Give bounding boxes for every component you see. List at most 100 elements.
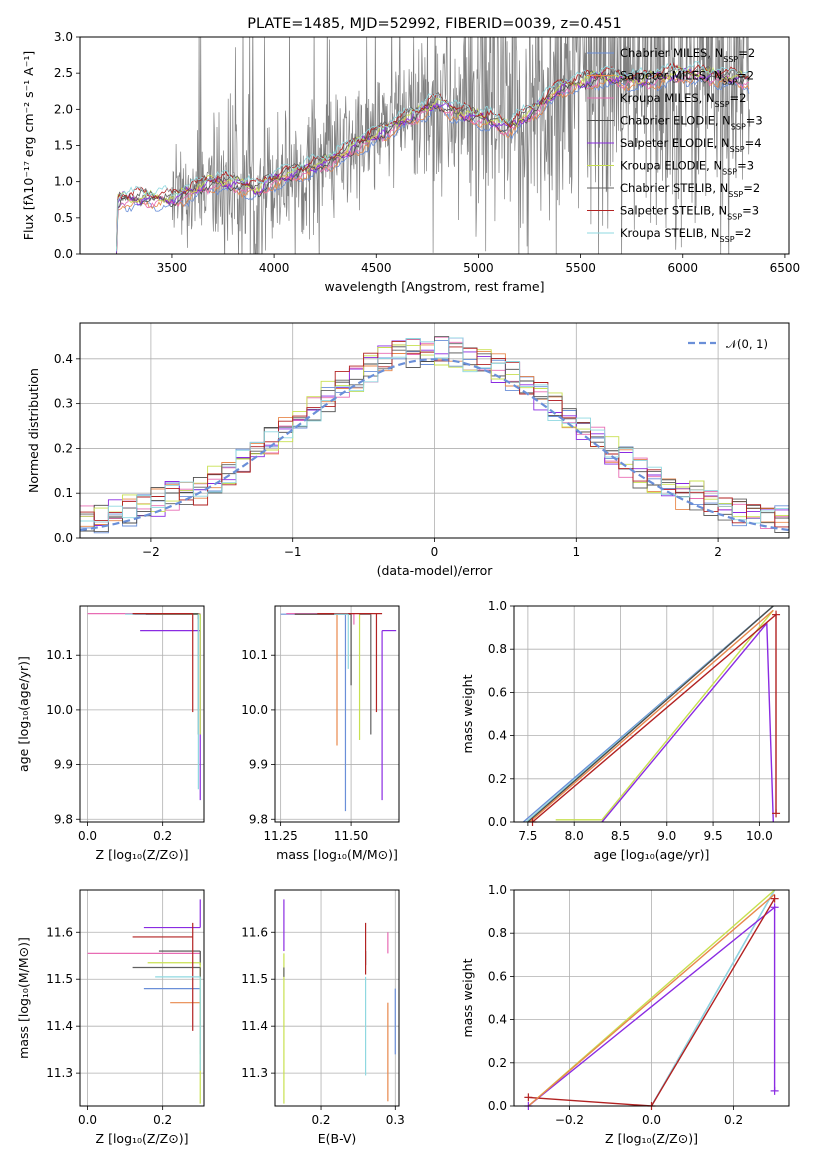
mass-weight-series-4 [601,621,774,822]
x-tick-label: 9.5 [704,829,723,843]
model-spectrum-0 [116,75,750,254]
gaussian-reference-curve [80,358,789,532]
y-tick-label: 11.5 [241,972,268,986]
y-axis-label: Flux [fλ10⁻¹⁷ erg cm⁻² s⁻¹ A⁻¹] [21,51,36,240]
chart-mass_vs_Z: 0.0 0.2 11.3 11.4 11.5 11.6 Z [log₁₀(Z/Z⊙)] mas… [16,889,205,1146]
y-tick-label: 1.0 [488,883,507,897]
x-tick-label: 11.50 [334,829,368,843]
y-tick-label: 0.0 [488,1099,507,1113]
mass-weight-series-5 [555,609,774,821]
y-tick-label: 1.5 [54,139,73,153]
x-axis-label: mass [log₁₀(M/M⊙)] [276,847,398,862]
x-tick-label: 5000 [463,261,494,275]
plot-area-mass_vs_Z [87,899,201,1104]
y-tick-label: 10.1 [241,648,268,662]
x-tick-label: 4500 [361,261,392,275]
y-tick-label: 0.0 [54,531,73,545]
y-tick-label: 10.0 [46,703,73,717]
y-tick-label: 11.4 [241,1019,268,1033]
chart-title: PLATE=1485, MJD=52992, FIBERID=0039, z=0… [247,16,621,32]
y-tick-label: 0.2 [54,441,73,455]
x-axis-label: (data-model)/error [377,563,494,578]
y-tick-label: 0.4 [488,1013,507,1027]
plot-area-residuals [80,336,789,534]
y-tick-label: 1.0 [54,175,73,189]
chart-weight_vs_age: 7.5 8.0 8.5 9.0 9.5 10.0 0.0 0.2 0.4 0.6 0.8 1.0 age… [460,599,790,862]
plot-area-weight_vs_age [522,606,777,822]
x-axis-label: Z [log₁₀(Z/Z⊙)] [96,847,189,862]
plot-area-age_vs_mass [280,613,397,812]
legend-entry: 𝒩(0, 1) [726,337,768,351]
chart-age_vs_mass: 11.25 11.50 9.8 9.9 10.0 10.1 mass [log₁₀(M/M⊙… [241,605,400,862]
x-tick-label: 0.0 [78,829,97,843]
x-tick-label: 0.2 [153,829,172,843]
x-tick-label: 10.0 [746,829,773,843]
legend-entry: Salpeter STELIB, NSSP=3 [620,204,759,222]
y-axis-label: age [log₁₀(age/yr)] [16,656,31,772]
y-tick-label: 0.3 [54,397,73,411]
plot-area-age_vs_Z [87,613,201,801]
y-tick-label: 10.1 [46,648,73,662]
y-tick-label: 9.9 [54,758,73,772]
x-axis-label: wavelength [Angstrom, rest frame] [324,279,544,294]
mass-weight-series-8 [650,890,776,1106]
y-tick-label: 11.3 [241,1066,268,1080]
residual-histogram-8 [80,337,789,524]
chart-weight_vs_Z: −0.2 0.0 0.2 0.0 0.2 0.4 0.6 0.8 1.0 Z [log₁₀(Z/Z… [460,883,790,1146]
y-axis-label: mass weight [460,674,475,753]
x-tick-label: 8.0 [565,829,584,843]
mass-weight-series-7 [532,613,777,822]
x-tick-label: 0.2 [311,1113,330,1127]
x-tick-label: 4000 [259,261,290,275]
x-tick-label: 0.2 [153,1113,172,1127]
y-axis-label: mass weight [460,958,475,1037]
x-tick-label: 1 [572,545,580,559]
plot-area-mass_vs_ebv [283,899,396,1104]
chart-spectrum: 3500 4000 4500 5000 5500 6000 6500 0.0 0.5 1.0 1.5… [21,16,801,294]
y-tick-label: 11.5 [46,972,73,986]
x-tick-label: −2 [142,545,160,559]
x-tick-label: 0.3 [386,1113,405,1127]
y-tick-label: 2.5 [54,66,73,80]
x-axis-label: age [log₁₀(age/yr)] [594,847,710,862]
y-tick-label: 11.6 [241,925,268,939]
axes-frame [79,605,205,823]
x-tick-label: 6500 [770,261,801,275]
legend-entry: Salpeter MILES, NSSP=2 [620,69,754,87]
x-tick-label: 11.25 [263,829,297,843]
y-tick-label: 11.6 [46,925,73,939]
x-tick-label: 2 [714,545,722,559]
y-tick-label: 0.2 [488,1056,507,1070]
model-spectrum-7 [116,62,750,247]
x-tick-label: 3500 [157,261,188,275]
plot-area-spectrum [116,37,751,254]
y-tick-label: 0.6 [488,969,507,983]
mass-weight-series-1 [527,893,776,1106]
x-tick-label: 0.0 [78,1113,97,1127]
x-tick-label: −0.2 [555,1113,584,1127]
y-tick-label: 0.4 [54,352,73,366]
y-axis-label: mass [log₁₀(M/M⊙)] [16,937,31,1059]
legend-entry: Chabrier ELODIE, NSSP=3 [620,114,763,132]
chart-age_vs_Z: 0.0 0.2 9.8 9.9 10.0 10.1 Z [log₁₀(Z/Z⊙)] age [… [16,605,205,862]
legend-entry: Kroupa STELIB, NSSP=2 [620,226,751,244]
mass-weight-series-1 [529,609,774,822]
axes-frame [79,322,790,539]
chart-residuals: −2 −1 0 1 2 0.0 0.1 0.2 0.3 0.4 (data-model)/error… [26,322,790,578]
y-tick-label: 0.6 [488,685,507,699]
x-tick-label: 8.5 [611,829,630,843]
y-tick-label: 0.8 [488,642,507,656]
y-tick-label: 0.1 [54,486,73,500]
axes-frame [513,605,790,823]
axes-frame [79,889,205,1107]
axes-frame [79,36,790,255]
mass-weight-series-7 [528,898,776,1106]
x-tick-label: 9.0 [657,829,676,843]
x-axis-label: Z [log₁₀(Z/Z⊙)] [96,1131,189,1146]
y-tick-label: 9.9 [249,758,268,772]
y-tick-label: 0.4 [488,729,507,743]
legend-entry: Kroupa MILES, NSSP=2 [620,91,746,109]
axes-frame [274,605,400,823]
x-tick-label: 0 [431,545,439,559]
